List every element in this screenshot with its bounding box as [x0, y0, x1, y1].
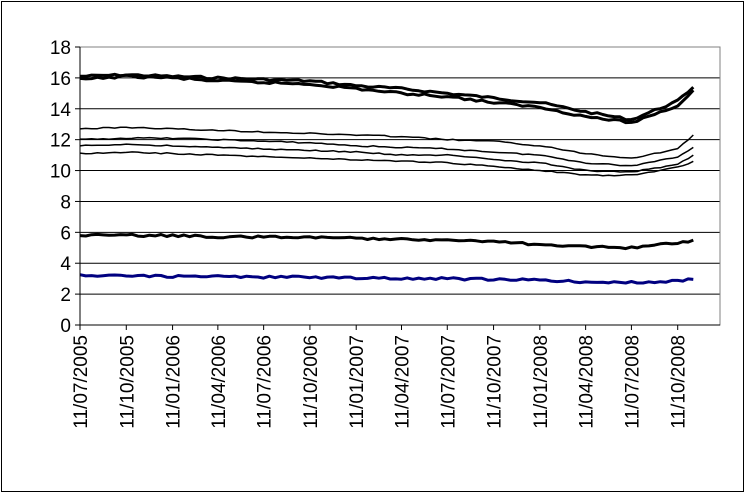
y-tick-label: 2: [60, 285, 71, 306]
y-tick-label: 0: [60, 316, 71, 337]
x-tick-label: 11/07/2006: [255, 335, 276, 429]
series-line: [80, 72, 695, 122]
x-tick-label: 11/01/2007: [347, 335, 368, 429]
x-tick-label: 11/07/2007: [438, 335, 459, 429]
x-tick-label: 11/01/2006: [164, 335, 185, 429]
series-line: [79, 151, 694, 177]
series-layer: [79, 72, 695, 285]
series-line: [79, 273, 694, 285]
x-tick-label: 11/07/2008: [622, 335, 643, 429]
series-line: [79, 143, 694, 173]
y-tick-label: 6: [60, 223, 71, 244]
x-tick-label: 11/04/2006: [209, 335, 230, 429]
y-tick-label: 18: [50, 38, 71, 59]
x-tick-label: 11/04/2007: [392, 335, 413, 429]
gridlines: [80, 46, 720, 295]
y-tick-label: 16: [50, 69, 71, 90]
x-tick-label: 11/10/2006: [301, 335, 322, 429]
y-axis-labels: 0 2 4 6 8 10 12 14 16 18: [50, 38, 72, 337]
x-tick-label: 11/07/2005: [71, 335, 92, 429]
axes: [75, 46, 720, 330]
x-axis-labels: 11/07/2005 11/10/2005 11/01/2006 11/04/2006…: [71, 335, 690, 429]
x-tick-label: 11/04/2008: [577, 335, 598, 429]
y-tick-label: 8: [60, 192, 71, 213]
x-tick-label: 11/10/2007: [485, 335, 506, 429]
y-tick-label: 4: [60, 254, 71, 275]
series-line: [80, 136, 694, 167]
series-line: [79, 126, 694, 159]
y-tick-label: 14: [50, 100, 72, 121]
x-tick-label: 11/10/2008: [669, 335, 690, 429]
x-tick-label: 11/01/2008: [531, 335, 552, 429]
x-tick-label: 11/10/2005: [117, 335, 138, 429]
series-line: [79, 73, 695, 125]
y-tick-label: 12: [50, 131, 71, 152]
y-tick-label: 10: [50, 162, 71, 183]
series-line: [79, 232, 694, 251]
